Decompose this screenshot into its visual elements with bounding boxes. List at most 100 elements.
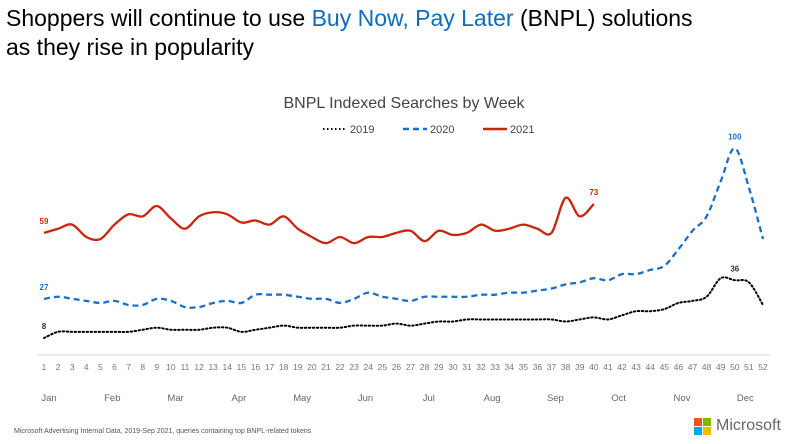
data-point-2021 [127,212,131,216]
data-point-2019 [98,330,102,334]
data-point-2021 [70,223,74,227]
data-point-2020 [676,247,680,251]
data-label: 73 [589,188,598,197]
data-point-2021 [239,221,243,225]
data-point-2019 [296,326,300,330]
data-label: 27 [40,283,49,292]
x-tick-label: 50 [730,362,740,372]
data-point-2020 [98,301,102,305]
data-point-2021 [521,223,525,227]
x-tick-label: 49 [716,362,726,372]
data-point-2019 [648,309,652,313]
x-tick-label: 11 [181,362,190,372]
data-point-2019 [324,326,328,330]
data-point-2020 [394,297,398,301]
data-point-2019 [507,317,511,321]
headline-highlight: Buy Now, Pay Later [311,5,514,31]
x-tick-label: 40 [589,362,599,372]
x-tick-label: 20 [307,362,317,372]
data-point-2020 [479,293,483,297]
data-point-2021 [225,212,229,216]
data-point-2020 [282,293,286,297]
data-point-2021 [352,241,356,245]
x-tick-label: 13 [208,362,218,372]
data-point-2019 [423,322,427,326]
month-label: Mar [167,393,183,404]
x-tick-label: 15 [237,362,247,372]
data-point-2021 [253,218,257,222]
data-point-2020 [70,297,74,301]
data-point-2021 [380,235,384,239]
data-point-2019 [56,330,60,334]
data-point-2020 [719,179,723,183]
data-point-2019 [282,324,286,328]
data-point-2019 [578,317,582,321]
data-label: 59 [40,217,49,226]
data-point-2020 [451,295,455,299]
data-point-2020 [747,185,751,189]
data-point-2019 [620,313,624,317]
data-point-2019 [761,303,765,307]
data-point-2020 [338,301,342,305]
data-point-2021 [169,216,173,220]
data-point-2021 [282,214,286,218]
x-tick-label: 35 [519,362,529,372]
x-tick-label: 29 [434,362,444,372]
data-point-2021 [155,204,159,208]
data-point-2019 [268,326,272,330]
x-tick-label: 42 [617,362,627,372]
month-label: Oct [611,393,626,404]
x-tick-labels: 1 2 3 4 5 6 7 8 9 10 11 12 13 14 15 16 17 18 19 20 21 22 23 24 2… [42,362,768,372]
x-tick-label: 38 [561,362,571,372]
data-point-2019 [592,315,596,319]
data-point-2020 [578,280,582,284]
x-tick-label: 14 [223,362,233,372]
windows-logo-icon [694,417,711,435]
data-point-2020 [197,305,201,309]
data-point-2021 [366,235,370,239]
x-tick-label: 39 [575,362,585,372]
data-point-2019 [310,326,314,330]
data-point-2020 [761,237,765,241]
data-point-2021 [535,227,539,231]
data-point-2020 [648,268,652,272]
series-group: 8 36 27 100 59 73 [40,132,765,340]
x-tick-label: 52 [758,362,768,372]
series-2020: 27 100 [40,132,765,309]
data-point-2019 [535,317,539,321]
data-point-2020 [225,299,229,303]
data-point-2021 [42,231,46,235]
data-point-2021 [578,214,582,218]
x-tick-label: 28 [420,362,430,372]
x-tick-label: 7 [126,362,131,372]
data-point-2020 [169,299,173,303]
legend-label: 2021 [510,124,534,136]
data-point-2020 [409,299,413,303]
data-point-2021 [183,227,187,231]
data-point-2020 [324,297,328,301]
data-point-2019 [719,276,723,280]
x-tick-label: 24 [364,362,374,372]
legend-label: 2020 [430,124,454,136]
data-point-2019 [394,322,398,326]
data-point-2020 [211,301,215,305]
data-point-2021 [493,229,497,233]
x-tick-label: 21 [321,362,331,372]
data-point-2019 [451,320,455,324]
data-point-2019 [606,317,610,321]
data-point-2021 [84,235,88,239]
data-point-2019 [239,330,243,334]
month-label: Aug [484,393,501,404]
data-point-2021 [197,214,201,218]
data-point-2019 [127,330,131,334]
data-point-2021 [465,231,469,235]
x-tick-label: 34 [505,362,515,372]
data-point-2020 [691,229,695,233]
data-point-2021 [394,231,398,235]
x-tick-label: 23 [349,362,359,372]
data-point-2021 [211,210,215,214]
x-tick-label: 48 [702,362,712,372]
data-point-2019 [747,280,751,284]
month-label: Sep [547,393,564,404]
x-tick-label: 37 [547,362,557,372]
